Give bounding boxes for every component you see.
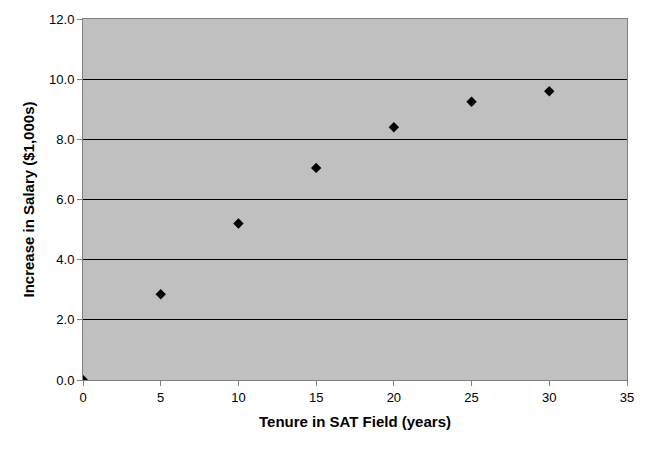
svg-text:5: 5 <box>157 390 164 405</box>
svg-text:8.0: 8.0 <box>56 132 74 147</box>
svg-text:10.0: 10.0 <box>49 72 74 87</box>
svg-text:20: 20 <box>387 390 401 405</box>
svg-text:25: 25 <box>464 390 478 405</box>
svg-text:4.0: 4.0 <box>56 252 74 267</box>
svg-text:Tenure in SAT Field (years): Tenure in SAT Field (years) <box>259 413 451 430</box>
svg-text:15: 15 <box>309 390 323 405</box>
svg-text:35: 35 <box>620 390 634 405</box>
svg-text:2.0: 2.0 <box>56 312 74 327</box>
svg-text:12.0: 12.0 <box>49 12 74 27</box>
svg-text:10: 10 <box>231 390 245 405</box>
svg-text:0: 0 <box>79 390 86 405</box>
svg-text:Increase in Salary ($1,000s): Increase in Salary ($1,000s) <box>20 102 37 298</box>
svg-text:0.0: 0.0 <box>56 373 74 388</box>
svg-text:6.0: 6.0 <box>56 192 74 207</box>
svg-text:30: 30 <box>542 390 556 405</box>
